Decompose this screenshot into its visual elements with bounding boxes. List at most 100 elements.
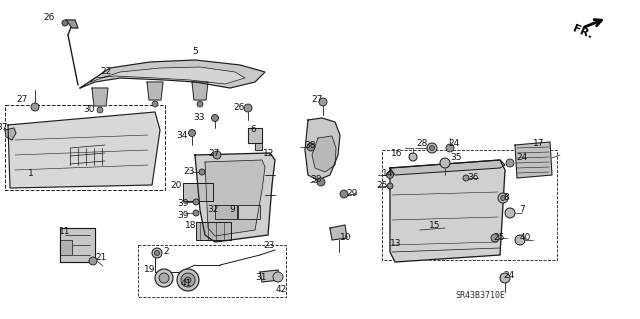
- Text: 8: 8: [503, 194, 509, 203]
- Circle shape: [273, 272, 283, 282]
- Text: 17: 17: [533, 138, 545, 147]
- Text: 35: 35: [450, 153, 461, 162]
- Text: 5: 5: [192, 48, 198, 56]
- Text: 25: 25: [493, 233, 504, 241]
- Circle shape: [181, 273, 195, 287]
- Polygon shape: [90, 67, 245, 84]
- Polygon shape: [147, 82, 163, 100]
- Polygon shape: [390, 160, 505, 262]
- Polygon shape: [255, 143, 262, 150]
- Polygon shape: [248, 128, 262, 143]
- Text: 24: 24: [516, 152, 527, 161]
- Circle shape: [429, 145, 435, 151]
- Circle shape: [440, 158, 450, 168]
- Circle shape: [213, 151, 221, 159]
- Circle shape: [152, 248, 162, 258]
- Text: 18: 18: [184, 221, 196, 231]
- Text: 15: 15: [429, 220, 440, 229]
- Text: 37: 37: [0, 123, 8, 132]
- Circle shape: [31, 103, 39, 111]
- Polygon shape: [192, 82, 208, 100]
- Text: 21: 21: [95, 254, 106, 263]
- Text: 38: 38: [310, 175, 322, 184]
- Circle shape: [307, 143, 315, 151]
- Circle shape: [89, 257, 97, 265]
- Circle shape: [199, 169, 205, 175]
- Bar: [215, 205, 237, 219]
- Text: 38: 38: [305, 140, 316, 150]
- Polygon shape: [80, 60, 265, 88]
- Polygon shape: [92, 88, 108, 106]
- Circle shape: [159, 273, 169, 283]
- Circle shape: [317, 178, 325, 186]
- Text: 39: 39: [177, 198, 189, 207]
- Circle shape: [409, 153, 417, 161]
- Circle shape: [189, 130, 195, 137]
- Text: 39: 39: [177, 211, 189, 219]
- Circle shape: [515, 235, 525, 245]
- Circle shape: [154, 250, 159, 256]
- Circle shape: [387, 172, 394, 179]
- Text: 24: 24: [503, 271, 515, 280]
- Text: 33: 33: [193, 114, 205, 122]
- Circle shape: [177, 269, 199, 291]
- Circle shape: [197, 101, 203, 107]
- Text: 20: 20: [171, 181, 182, 189]
- Circle shape: [193, 210, 199, 216]
- Polygon shape: [66, 20, 78, 28]
- Text: 13: 13: [390, 240, 401, 249]
- Polygon shape: [515, 142, 552, 178]
- Circle shape: [319, 98, 327, 106]
- Circle shape: [97, 107, 103, 113]
- Circle shape: [244, 104, 252, 112]
- Circle shape: [62, 20, 68, 26]
- Text: 41: 41: [180, 279, 192, 288]
- Bar: [196, 222, 231, 240]
- Circle shape: [427, 143, 437, 153]
- Text: 19: 19: [143, 265, 155, 275]
- Text: 16: 16: [390, 149, 402, 158]
- Text: 30: 30: [83, 106, 95, 115]
- Polygon shape: [60, 240, 72, 255]
- Circle shape: [185, 277, 191, 283]
- Text: 29: 29: [346, 189, 357, 198]
- Text: 22: 22: [100, 68, 112, 77]
- Circle shape: [463, 175, 469, 181]
- Polygon shape: [60, 228, 95, 262]
- Text: 12: 12: [263, 149, 275, 158]
- Text: 23: 23: [263, 241, 275, 250]
- Text: 27: 27: [17, 95, 28, 105]
- Circle shape: [506, 159, 514, 167]
- Text: SR43B3710E: SR43B3710E: [455, 292, 505, 300]
- Text: 1: 1: [28, 168, 34, 177]
- Circle shape: [500, 273, 510, 283]
- Polygon shape: [390, 160, 505, 175]
- Text: 26: 26: [234, 102, 245, 112]
- Polygon shape: [5, 128, 16, 140]
- Circle shape: [446, 144, 454, 152]
- Circle shape: [340, 190, 348, 198]
- Text: 23: 23: [184, 167, 195, 176]
- Text: 27: 27: [312, 95, 323, 105]
- Text: 26: 26: [44, 13, 55, 23]
- Text: 40: 40: [520, 233, 531, 241]
- Polygon shape: [330, 225, 347, 240]
- Circle shape: [505, 208, 515, 218]
- Text: 7: 7: [519, 205, 525, 214]
- Text: 24: 24: [448, 138, 460, 147]
- Text: 36: 36: [467, 173, 479, 182]
- Polygon shape: [260, 270, 280, 282]
- Text: 6: 6: [250, 125, 256, 135]
- Text: 25: 25: [376, 181, 388, 189]
- Text: 11: 11: [58, 226, 70, 235]
- Text: 31: 31: [255, 273, 267, 283]
- Text: 27: 27: [209, 149, 220, 158]
- Circle shape: [491, 234, 499, 242]
- Polygon shape: [195, 153, 275, 242]
- Circle shape: [211, 115, 218, 122]
- Bar: [5, 105, 165, 190]
- Text: 42: 42: [276, 285, 287, 293]
- Polygon shape: [205, 160, 265, 236]
- Circle shape: [500, 196, 506, 201]
- Circle shape: [152, 101, 158, 107]
